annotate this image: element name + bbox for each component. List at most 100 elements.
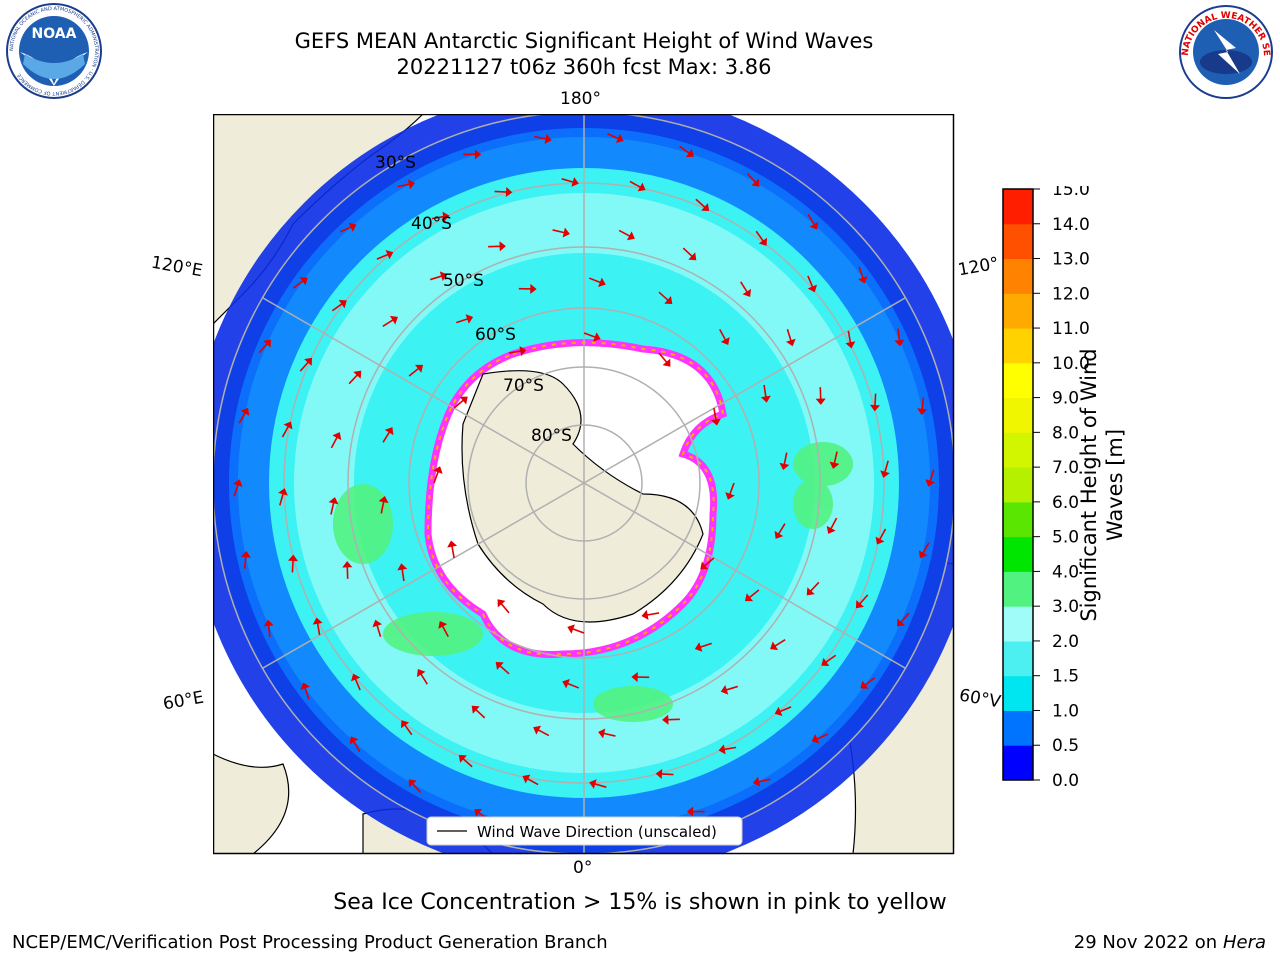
wave-arrow-head — [615, 133, 624, 144]
wave-arrow — [258, 343, 268, 354]
wave-arrow — [404, 724, 413, 736]
wave-arrow — [441, 625, 449, 638]
wave-arrow — [401, 568, 405, 582]
wave-arrow-head — [442, 211, 450, 222]
wave-arrow-head — [562, 227, 570, 238]
wave-arrow — [456, 318, 468, 324]
wave-arrow — [243, 556, 247, 569]
wave-arrow — [500, 603, 510, 614]
wave-arrow — [279, 493, 284, 506]
wave-arrow-head — [785, 338, 796, 347]
wave-arrow-head — [821, 657, 830, 667]
wave-arrow — [572, 628, 585, 634]
wave-arrow-head — [894, 339, 905, 347]
wave-arrow — [661, 773, 674, 776]
wave-arrow-head — [447, 540, 458, 548]
wave-arrow — [292, 280, 304, 289]
colorbar-band — [1003, 467, 1033, 503]
wave-arrow-head — [505, 186, 513, 198]
wave-arrow — [647, 612, 660, 616]
wave-arrow-head — [232, 479, 243, 487]
wave-arrow-head — [779, 462, 790, 470]
wave-arrow-head — [438, 620, 448, 629]
wave-arrow-head — [760, 395, 771, 403]
colorbar-tick-label: 10.0 — [1052, 354, 1090, 374]
lat-label-50: 50°S — [443, 271, 484, 291]
wave-arrow — [552, 229, 565, 234]
wave-arrow — [331, 303, 343, 312]
wave-arrow-head — [664, 296, 673, 305]
lon-label-180: 180° — [560, 89, 601, 109]
wave-arrow-head — [571, 177, 579, 187]
wave-arrow — [299, 361, 309, 372]
wave-arrow-head — [809, 221, 819, 230]
colorbar-band — [1003, 362, 1033, 399]
wave-arrow-head — [774, 706, 783, 717]
wave-arrow-head — [240, 550, 251, 558]
wave-arrow — [922, 542, 930, 554]
wave-arrow — [847, 330, 852, 343]
wave-arrow-head — [471, 705, 480, 714]
wave-arrow — [777, 523, 786, 535]
wave-arrow — [858, 266, 864, 279]
wave-arrow — [588, 277, 601, 284]
wave-arrow-head — [332, 432, 342, 441]
wave-arrow — [397, 183, 410, 188]
wave-arrow-head — [328, 497, 339, 505]
colorbar-tick-label: 0.0 — [1052, 771, 1079, 786]
colorbar-tick-label: 0.5 — [1052, 736, 1079, 756]
wave-arrow-head — [589, 779, 597, 789]
wave-arrow — [679, 145, 690, 154]
wave-arrow — [527, 778, 539, 786]
wave-arrow — [825, 654, 837, 663]
wave-arrow-head — [459, 396, 468, 405]
wave-arrow — [420, 673, 428, 685]
wave-arrow — [833, 451, 838, 464]
colorbar-tick-label: 14.0 — [1052, 215, 1090, 235]
wave-arrow-head — [240, 407, 250, 416]
colorbar-band — [1003, 536, 1033, 572]
wave-arrow-head — [806, 587, 815, 596]
wave-arrow-head — [637, 182, 646, 192]
colorbar-ticks: 0.0 0.5 1.0 1.5 2.0 3.0 4.0 5.0 6.0 7.0 8.0 9.0 10.0… — [1033, 186, 1090, 786]
wave-arrow — [864, 677, 876, 686]
nws-logo: NATIONAL WEATHER SERVICE — [1178, 4, 1273, 99]
colorbar-band — [1003, 501, 1033, 538]
wave-arrow-head — [917, 408, 928, 416]
colorbar-band — [1003, 640, 1033, 677]
wave-patches — [333, 442, 853, 722]
wave-arrow-head — [641, 609, 649, 620]
wave-arrow-head — [474, 149, 482, 160]
colorbar-band — [1003, 258, 1033, 294]
wave-arrow-head — [720, 337, 730, 346]
wave-arrow-head — [414, 364, 424, 373]
colorbar-band — [1003, 189, 1033, 225]
wave-arrow-head — [918, 550, 928, 559]
colorbar-label-line2: Waves [m] — [1103, 428, 1127, 542]
wave-arrow-head — [662, 714, 669, 725]
wave-arrow — [884, 460, 889, 473]
colorbar: 0.0 0.5 1.0 1.5 2.0 3.0 4.0 5.0 6.0 7.0 8.0 9.0 10.0… — [1002, 186, 1090, 786]
colorbar-tick-label: 15.0 — [1052, 186, 1090, 200]
colorbar-band — [1003, 710, 1033, 746]
colorbar-tick-label: 8.0 — [1052, 423, 1079, 443]
wave-arrow — [816, 733, 829, 740]
wave-map: Wind Wave Direction (unscaled) 30°S 40°S… — [213, 114, 955, 855]
wave-arrow-head — [720, 684, 729, 695]
wave-arrow — [807, 213, 815, 226]
wave-arrow-head — [372, 619, 383, 628]
wave-arrow-head — [278, 488, 288, 496]
lat-label-70: 70°S — [503, 376, 544, 396]
wave-arrow — [700, 642, 712, 648]
wave-arrow-head — [751, 178, 760, 187]
wave-arrow-head — [925, 479, 936, 487]
footer-credit: NCEP/EMC/Verification Post Processing Pr… — [12, 932, 608, 953]
wave-arrow-head — [465, 314, 474, 324]
wave-arrow — [508, 350, 521, 354]
legend-label: Wind Wave Direction (unscaled) — [477, 823, 717, 841]
legend-box — [426, 816, 743, 846]
wave-arrow-head — [499, 241, 506, 252]
wave-arrow-head — [263, 339, 271, 348]
wave-arrow-head — [752, 776, 761, 787]
noaa-logo: NOAA NATIONAL OCEANIC AND ATMOSPHERIC AD… — [6, 3, 102, 99]
